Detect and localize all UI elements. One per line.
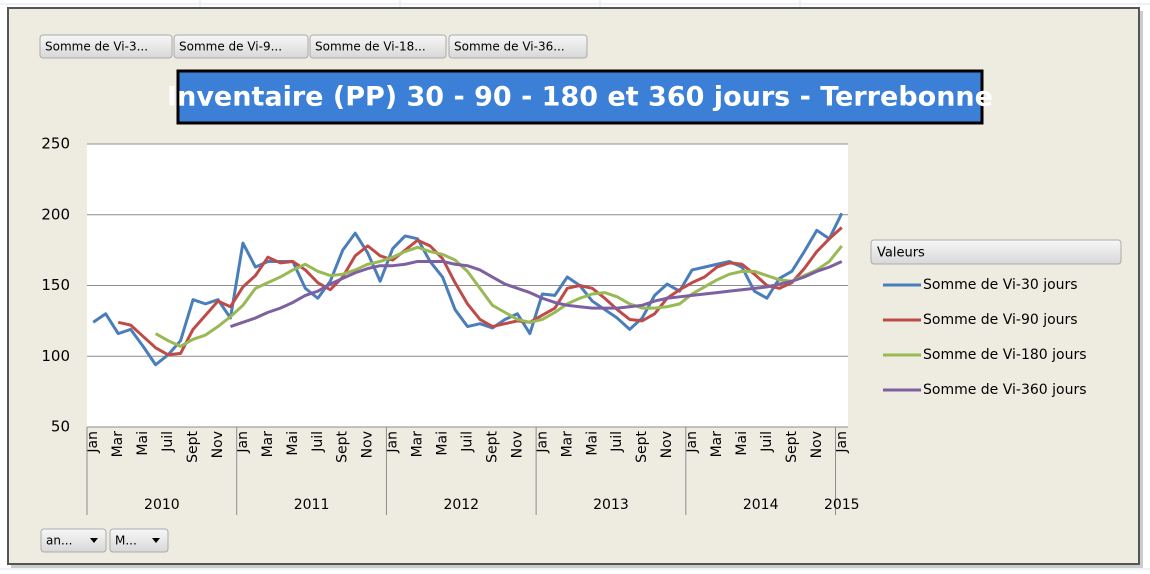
lines [92, 212, 844, 367]
field-button[interactable]: Somme de Vi-3... [39, 34, 173, 59]
y-tick-label: 100 [41, 347, 70, 365]
x-tick-label: Nov [659, 431, 675, 458]
x-tick-label: Sept [634, 431, 650, 463]
button-bg [39, 34, 173, 59]
x-tick-label: Nov [360, 431, 376, 458]
axis-button[interactable]: M... [109, 528, 169, 553]
y-tick-label: 50 [51, 418, 70, 436]
x-tick-label: Jan [534, 431, 550, 454]
year-label: 2013 [593, 497, 629, 513]
button-bg [309, 34, 447, 59]
title-box [176, 69, 984, 125]
button-bg [40, 528, 107, 553]
x-tick-label: Mai [435, 431, 451, 456]
x-tick-label: Juil [460, 431, 476, 453]
x-tick-label: Mar [559, 431, 575, 458]
year-label: 2015 [824, 497, 860, 513]
field-button[interactable]: Somme de Vi-9... [173, 34, 309, 59]
x-tick-label: Nov [809, 431, 825, 458]
dropdown-arrow [90, 538, 98, 543]
field-button[interactable]: Somme de Vi-18... [309, 34, 447, 59]
x-tick-label: Jan [235, 431, 251, 454]
year-label: 2014 [743, 497, 779, 513]
x-tick-label: Juil [160, 431, 176, 453]
y-tick-label: 150 [41, 276, 70, 294]
year-label: 2011 [294, 497, 330, 513]
button-label: Somme de Vi-36... [454, 40, 565, 54]
legend-label: Somme de Vi-180 jours [923, 347, 1087, 363]
series-line [229, 259, 843, 328]
x-tick-label: Mai [285, 431, 301, 456]
year-label: 2012 [443, 497, 479, 513]
legend: Somme de Vi-30 jours Somme de Vi-90 jours… [883, 277, 1087, 398]
button-label: Somme de Vi-18... [315, 40, 426, 54]
x-tick-label: Nov [509, 431, 525, 458]
x-tick-label: Sept [484, 431, 500, 463]
x-tick-label: Juil [310, 431, 326, 453]
chart-title: Inventaire (PP) 30 - 90 - 180 et 360 jou… [167, 82, 993, 113]
x-tick-label: Mar [709, 431, 725, 458]
legend-label: Somme de Vi-30 jours [923, 277, 1078, 293]
button-label: an... [46, 534, 72, 548]
x-tick-label: Jan [385, 431, 401, 454]
x-tick-label: Jan [834, 431, 850, 454]
buttons: Somme de Vi-3... Somme de Vi-9... Somme de… [39, 34, 588, 553]
button-bg [173, 34, 309, 59]
x-tick-label: Mar [110, 431, 126, 458]
x-tick-label: Mar [410, 431, 426, 458]
legend-title: Valeurs [877, 246, 925, 261]
x-tick-label: Jan [684, 431, 700, 454]
dropdown-arrow [152, 538, 160, 543]
x-tick-label: Nov [210, 431, 226, 458]
button-label: Somme de Vi-9... [179, 40, 282, 54]
legend-label: Somme de Vi-360 jours [923, 382, 1087, 398]
y-tick-label: 250 [41, 135, 70, 153]
legend-title-box [870, 239, 1122, 265]
series-line [154, 244, 843, 348]
button-label: Somme de Vi-3... [45, 40, 148, 54]
button-bg [109, 528, 169, 553]
x-tick-label: Sept [335, 431, 351, 463]
x-tick-label: Jan [85, 431, 101, 454]
button-label: M... [115, 534, 137, 548]
x-tick-label: Sept [185, 431, 201, 463]
x-tick-label: Sept [784, 431, 800, 463]
x-tick-label: Mar [260, 431, 276, 458]
x-tick-label: Mai [584, 431, 600, 456]
series-line [117, 226, 843, 357]
x-tick-label: Juil [609, 431, 625, 453]
legend-label: Somme de Vi-90 jours [923, 312, 1078, 328]
field-button[interactable]: Somme de Vi-36... [448, 34, 588, 59]
x-axis: Jan Mar Mai Juil Sept Nov Jan Mar Mai Juil Sept Nov… [85, 426, 860, 515]
axis-button[interactable]: an... [40, 528, 107, 553]
button-bg [448, 34, 588, 59]
year-label: 2010 [144, 497, 180, 513]
x-tick-label: Juil [759, 431, 775, 453]
y-tick-label: 200 [41, 205, 70, 223]
x-tick-label: Mai [135, 431, 151, 456]
x-tick-label: Mai [734, 431, 750, 456]
